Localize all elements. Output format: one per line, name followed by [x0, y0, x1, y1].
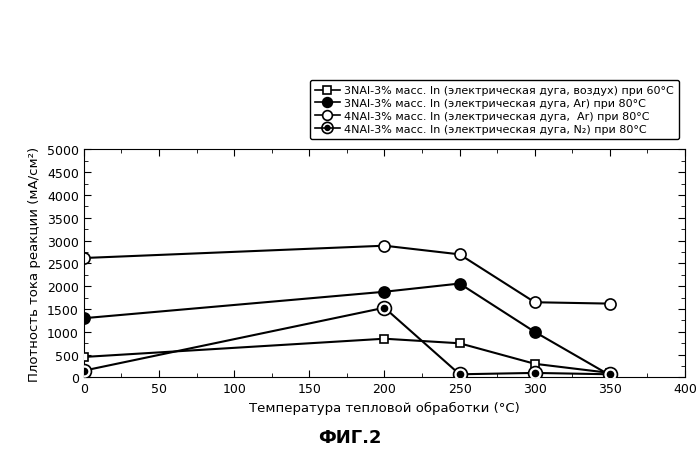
Y-axis label: Плотность тока реакции (мА/см²): Плотность тока реакции (мА/см²)	[29, 147, 41, 381]
Text: ФИГ.2: ФИГ.2	[318, 428, 381, 446]
Legend: 3NAl-3% масс. In (электрическая дуга, воздух) при 60°C, 3NAl-3% масс. In (электр: 3NAl-3% масс. In (электрическая дуга, во…	[310, 81, 679, 140]
X-axis label: Температура тепловой обработки (°C): Температура тепловой обработки (°C)	[249, 401, 520, 414]
